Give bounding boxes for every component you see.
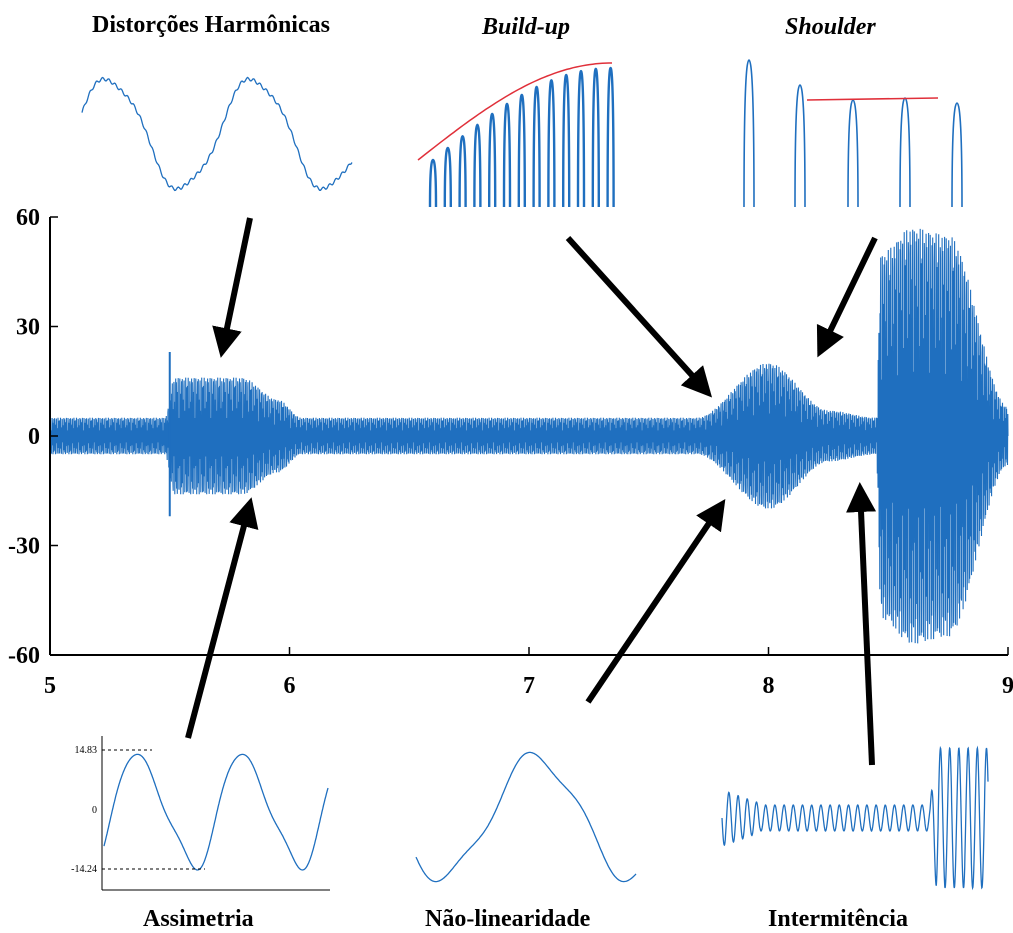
x-tick-label: 7 bbox=[523, 673, 535, 699]
inset-shoulder-waveform bbox=[743, 59, 963, 208]
buildup-pulse bbox=[473, 123, 482, 208]
asymmetry-wave bbox=[103, 753, 329, 871]
asym-tick-max: 14.83 bbox=[75, 745, 98, 756]
distortion-wave bbox=[81, 76, 353, 192]
shoulder-pulse bbox=[743, 59, 755, 208]
shoulder-pulse bbox=[794, 84, 806, 208]
title-nonlinearity: Não-linearidade bbox=[425, 906, 591, 932]
y-tick-label: 30 bbox=[16, 315, 40, 341]
arrow-shoulder bbox=[816, 236, 878, 358]
asym-tick-min: -14.24 bbox=[71, 864, 97, 875]
buildup-pulse bbox=[562, 73, 571, 208]
asym-tick-zero: 0 bbox=[92, 805, 97, 816]
y-tick-label: -30 bbox=[8, 534, 40, 560]
buildup-pulse bbox=[606, 66, 615, 208]
annotation-arrows bbox=[185, 217, 878, 766]
buildup-envelope-line bbox=[417, 62, 612, 161]
buildup-pulse bbox=[576, 69, 586, 208]
shoulder-level-line bbox=[806, 97, 939, 101]
y-tick-label: 60 bbox=[16, 205, 40, 231]
x-tick-label: 6 bbox=[284, 673, 296, 699]
shoulder-pulse bbox=[951, 102, 963, 208]
title-buildup: Build-up bbox=[481, 14, 570, 40]
shoulder-pulse bbox=[847, 99, 859, 208]
buildup-pulse bbox=[458, 134, 467, 208]
buildup-pulse bbox=[591, 67, 600, 208]
buildup-pulse bbox=[547, 79, 556, 208]
buildup-pulse bbox=[443, 146, 452, 208]
main-signal-line bbox=[49, 228, 1009, 644]
arrow-nonlinearity bbox=[585, 499, 726, 704]
inset-distortion-waveform bbox=[81, 76, 353, 192]
y-tick-label: 0 bbox=[28, 424, 40, 450]
nonlinearity-wave bbox=[415, 751, 637, 883]
main-ticks: 5 6 7 8 9 60 30 0 -30 -60 bbox=[8, 205, 1013, 699]
arrow-distortion bbox=[212, 217, 253, 358]
buildup-pulse bbox=[502, 102, 512, 208]
arrow-buildup bbox=[565, 235, 713, 398]
inset-intermittency-waveform bbox=[721, 745, 989, 891]
buildup-pulse bbox=[517, 93, 526, 208]
shoulder-pulse bbox=[899, 97, 911, 208]
x-tick-label: 5 bbox=[44, 673, 56, 699]
main-signal-series bbox=[49, 228, 1009, 644]
buildup-pulse bbox=[532, 85, 541, 208]
x-tick-label: 9 bbox=[1002, 673, 1013, 699]
inset-nonlinearity-waveform bbox=[415, 751, 637, 883]
title-asymmetry: Assimetria bbox=[143, 906, 254, 932]
intermittency-wave bbox=[721, 745, 989, 891]
arrow-asymmetry bbox=[185, 497, 259, 739]
title-distortion: Distorções Harmônicas bbox=[92, 12, 330, 38]
title-shoulder: Shoulder bbox=[785, 14, 876, 40]
inset-asymmetry-waveform bbox=[103, 753, 329, 871]
buildup-pulse bbox=[488, 112, 497, 208]
asymmetry-axes: 14.83 0 -14.24 bbox=[71, 736, 330, 891]
y-tick-label: -60 bbox=[8, 643, 40, 669]
inset-buildup-waveform bbox=[417, 62, 615, 208]
x-tick-label: 8 bbox=[763, 673, 775, 699]
arrow-intermittency bbox=[846, 482, 877, 766]
buildup-pulse bbox=[428, 158, 438, 208]
title-intermittency: Intermitência bbox=[768, 906, 908, 932]
